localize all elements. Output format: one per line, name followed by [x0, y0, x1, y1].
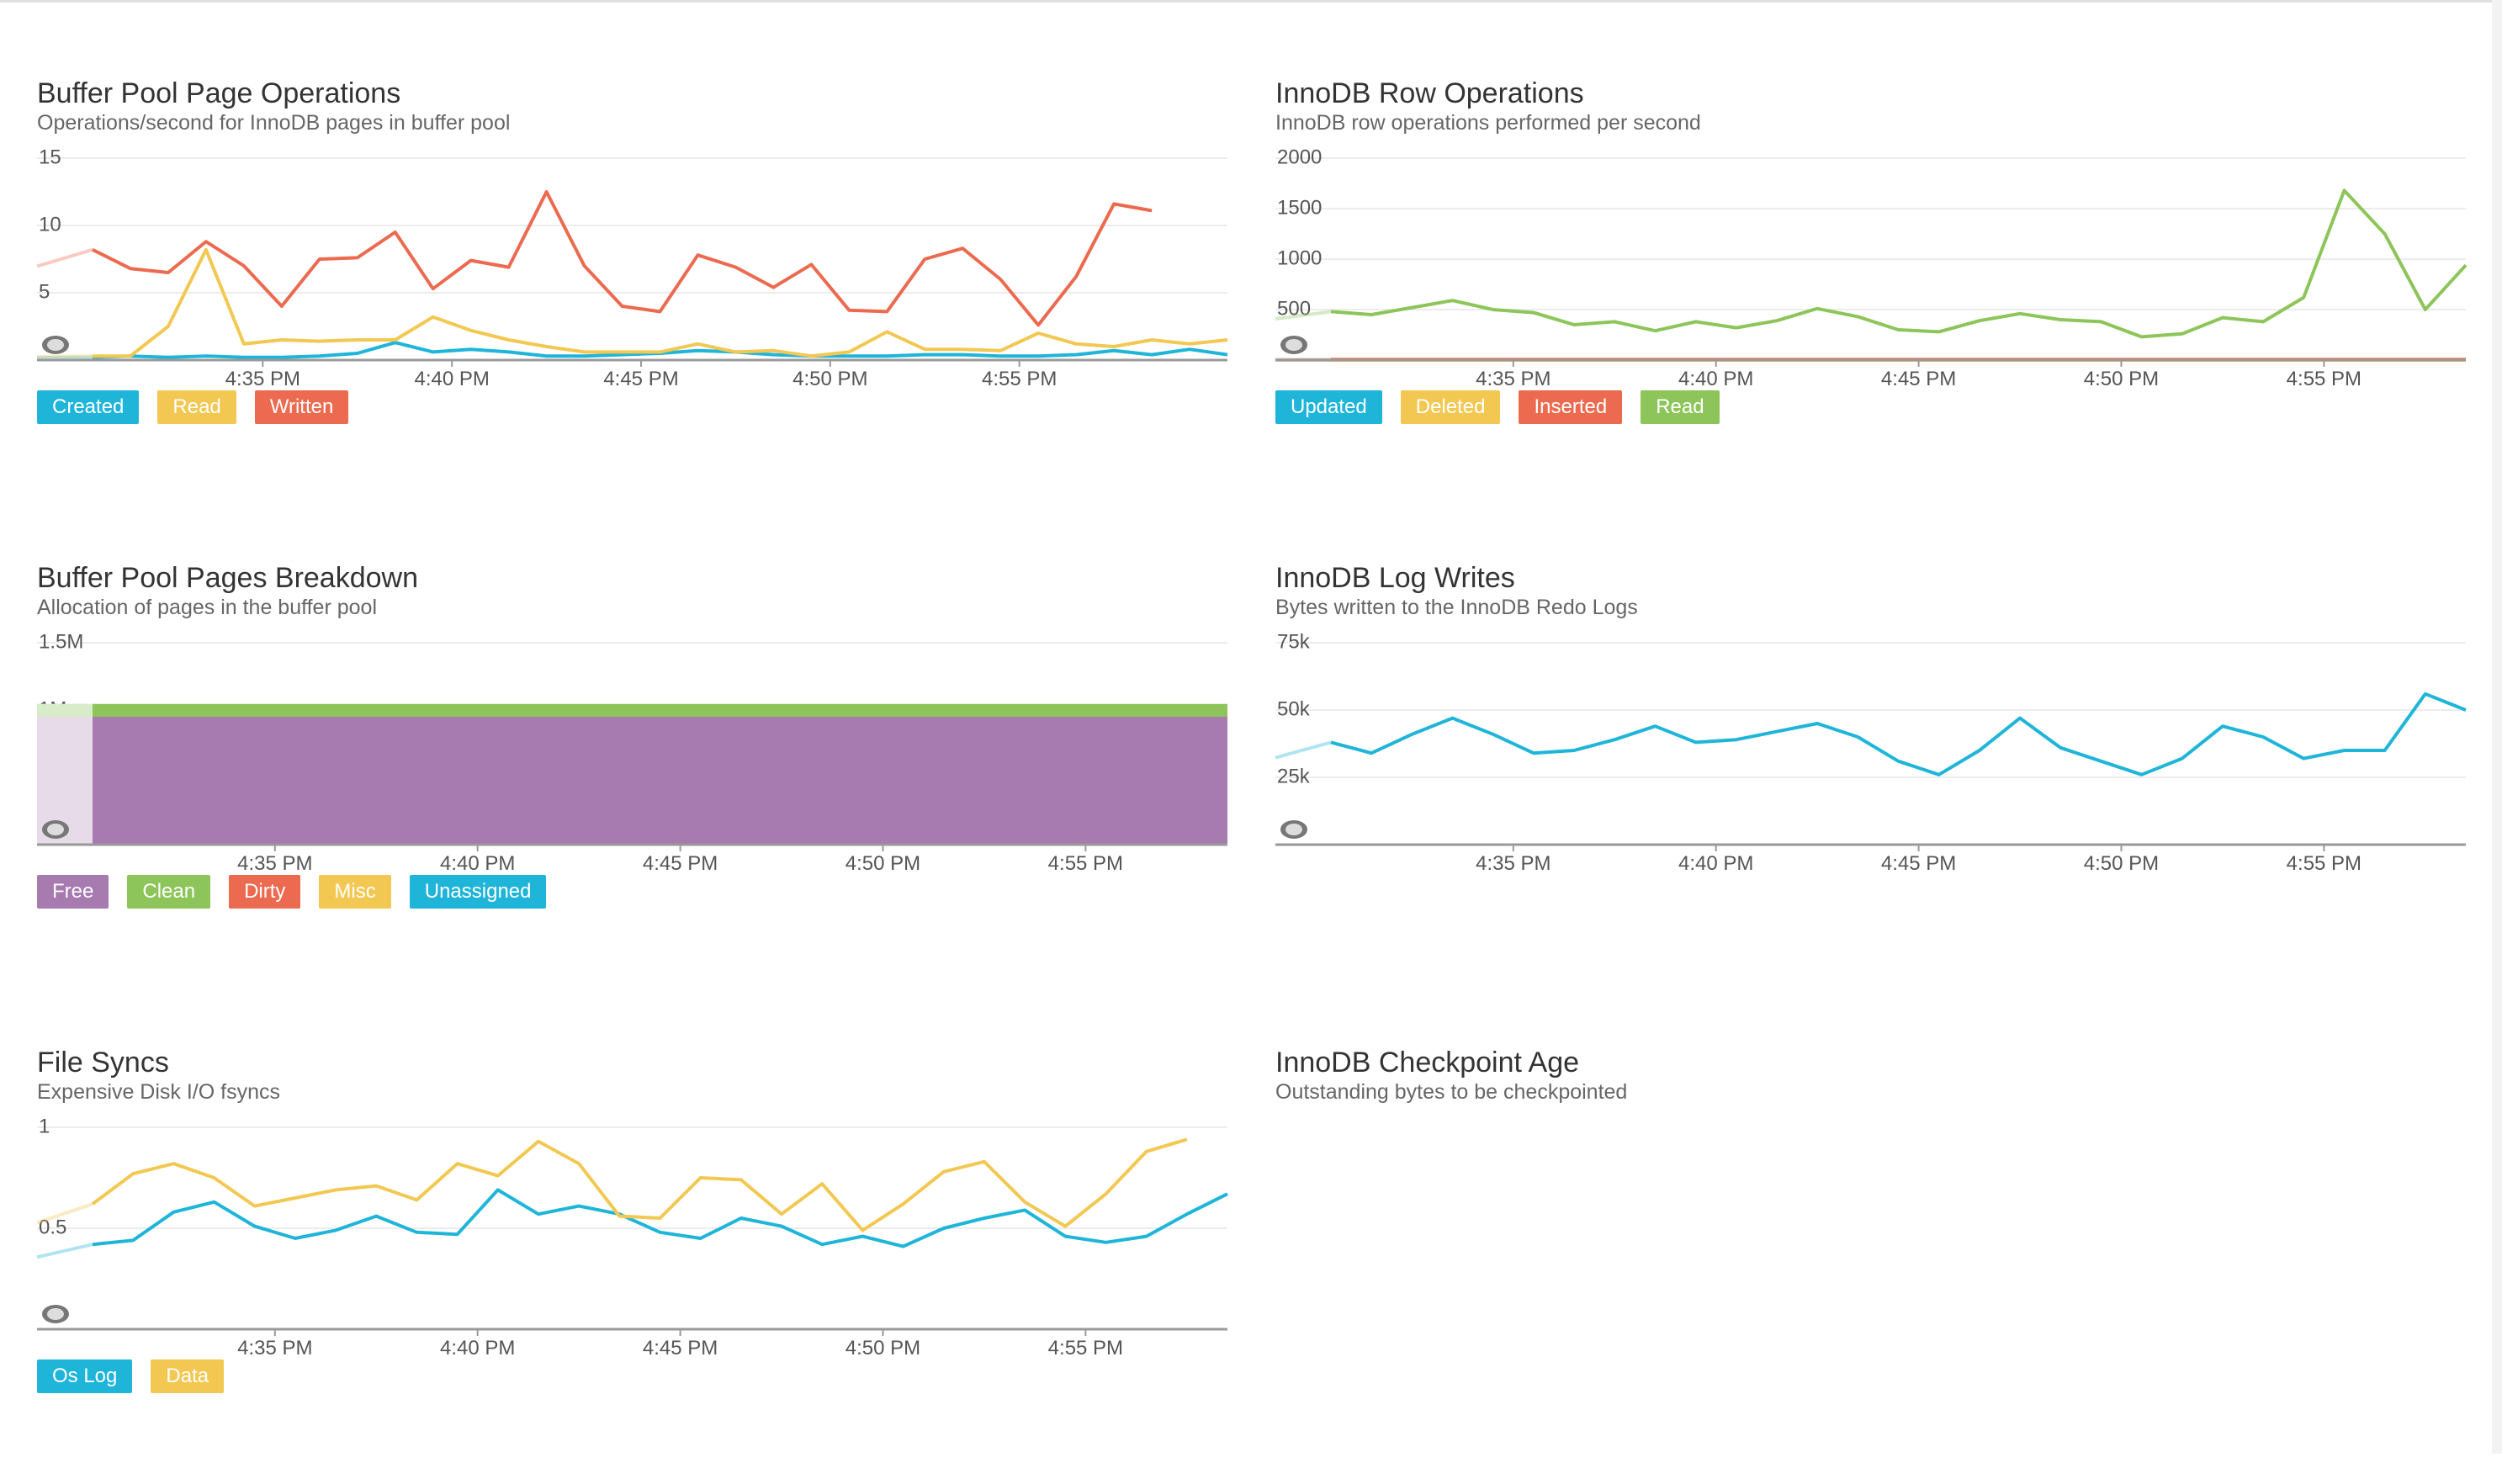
knob-inner	[47, 824, 64, 835]
buffer-pool-pages-breakdown-panel: Buffer Pool Pages Breakdown Allocation o…	[37, 562, 1232, 999]
x-tick-label: 4:40 PM	[1678, 852, 1753, 875]
chart-toggle-knob[interactable]	[42, 336, 69, 354]
knob-inner	[1285, 824, 1302, 835]
chart-legend: Created Read Written	[37, 390, 348, 424]
chart-toggle-knob[interactable]	[42, 1305, 69, 1323]
legend-written-chip[interactable]: Written	[255, 390, 349, 424]
x-tick-label: 4:55 PM	[1048, 1337, 1123, 1359]
x-tick-label: 4:50 PM	[792, 368, 867, 390]
legend-inserted-chip[interactable]: Inserted	[1519, 390, 1622, 424]
legend-os-log-chip[interactable]: Os Log	[37, 1359, 132, 1393]
x-tick-label: 4:50 PM	[845, 852, 920, 875]
x-tick-label: 4:45 PM	[1881, 368, 1956, 390]
series-read-line	[1331, 190, 2466, 337]
window-right-edge	[2492, 0, 2502, 1454]
chart-toggle-knob[interactable]	[42, 820, 69, 839]
legend-read-chip[interactable]: Read	[157, 390, 236, 424]
innodb-log-writes-chart[interactable]: 75k 50k 25k 4:35 PM 4:40 PM 4:45 PM 4:50 PM 4:5…	[1275, 562, 2470, 882]
buffer-pool-page-operations-chart[interactable]: 15 10 5 4:35 PM 4:40 PM 4:45 PM 4:50 PM 4:55 PM	[37, 77, 1232, 397]
x-tick-label: 4:45 PM	[643, 1337, 718, 1359]
series-read-lead	[37, 356, 93, 357]
x-tick-label: 4:45 PM	[603, 368, 678, 390]
faded-area-top	[37, 704, 93, 717]
y-tick-label: 25k	[1277, 765, 1311, 787]
x-tick-label: 4:50 PM	[845, 1337, 920, 1359]
chart-subtitle: Outstanding bytes to be checkpointed	[1275, 1080, 1627, 1105]
legend-updated-chip[interactable]: Updated	[1275, 390, 1382, 424]
y-tick-label: 5	[39, 280, 50, 303]
window-top-border	[0, 0, 2502, 3]
series-written-line	[93, 192, 1152, 325]
x-tick-label: 4:45 PM	[1881, 852, 1956, 875]
legend-read-chip[interactable]: Read	[1641, 390, 1719, 424]
y-tick-label: 2000	[1277, 146, 1322, 168]
buffer-pool-page-operations-panel: Buffer Pool Page Operations Operations/s…	[37, 77, 1232, 515]
x-tick-label: 4:50 PM	[2084, 852, 2159, 875]
x-tick-label: 4:45 PM	[643, 852, 718, 875]
x-tick-label: 4:40 PM	[440, 1337, 515, 1359]
legend-misc-chip[interactable]: Misc	[319, 875, 390, 909]
series-written-lead	[37, 250, 93, 267]
y-tick-label: 15	[39, 146, 61, 168]
chart-legend: Free Clean Dirty Misc Unassigned	[37, 875, 546, 909]
y-tick-label: 1	[39, 1115, 50, 1137]
innodb-log-writes-panel: InnoDB Log Writes Bytes written to the I…	[1275, 562, 2470, 999]
x-tick-label: 4:35 PM	[1476, 368, 1550, 390]
series-log-writes-lead	[1275, 742, 1331, 757]
legend-data-chip[interactable]: Data	[151, 1359, 224, 1393]
x-tick-label: 4:50 PM	[2084, 368, 2159, 390]
series-os-log-lead	[37, 1244, 93, 1257]
innodb-row-operations-panel: InnoDB Row Operations InnoDB row operati…	[1275, 77, 2470, 515]
knob-inner	[1285, 339, 1302, 351]
x-tick-label: 4:35 PM	[237, 852, 312, 875]
knob-inner	[47, 1308, 64, 1320]
x-tick-label: 4:35 PM	[225, 368, 300, 390]
x-tick-label: 4:35 PM	[237, 1337, 312, 1359]
y-tick-label: 50k	[1277, 697, 1311, 720]
buffer-pool-pages-breakdown-chart[interactable]: 1.5M1M500k4:35 PM4:40 PM4:45 PM4:50 PM4:…	[37, 562, 1232, 882]
chart-title: InnoDB Checkpoint Age	[1275, 1047, 1579, 1079]
x-tick-label: 4:40 PM	[414, 368, 489, 390]
legend-deleted-chip[interactable]: Deleted	[1401, 390, 1501, 424]
legend-unassigned-chip[interactable]: Unassigned	[410, 875, 547, 909]
legend-dirty-chip[interactable]: Dirty	[229, 875, 300, 909]
x-tick-label: 4:55 PM	[2287, 368, 2362, 390]
x-tick-label: 4:55 PM	[2287, 852, 2362, 875]
x-tick-label: 4:40 PM	[440, 852, 515, 875]
knob-inner	[47, 339, 64, 351]
series-log-writes-line	[1331, 694, 2466, 775]
x-tick-label: 4:35 PM	[1476, 852, 1550, 875]
series-data-line	[93, 1139, 1187, 1230]
x-tick-label: 4:40 PM	[1678, 368, 1753, 390]
chart-toggle-knob[interactable]	[1280, 820, 1307, 839]
y-tick-label: 1500	[1277, 196, 1322, 219]
series-free-area	[93, 717, 1227, 845]
y-tick-label: 75k	[1277, 630, 1311, 653]
x-tick-label: 4:55 PM	[1048, 852, 1123, 875]
x-tick-label: 4:55 PM	[982, 368, 1057, 390]
chart-toggle-knob[interactable]	[1280, 336, 1307, 354]
innodb-checkpoint-age-panel: InnoDB Checkpoint Age Outstanding bytes …	[1275, 1047, 2470, 1484]
legend-clean-chip[interactable]: Clean	[127, 875, 210, 909]
y-tick-label: 1.5M	[39, 630, 83, 653]
y-tick-label: 10	[39, 213, 61, 236]
series-created-line	[93, 342, 1227, 358]
chart-legend: Os Log Data	[37, 1359, 224, 1393]
chart-legend: Updated Deleted Inserted Read	[1275, 390, 1720, 424]
legend-free-chip[interactable]: Free	[37, 875, 109, 909]
legend-created-chip[interactable]: Created	[37, 390, 139, 424]
y-tick-label: 1000	[1277, 246, 1322, 269]
